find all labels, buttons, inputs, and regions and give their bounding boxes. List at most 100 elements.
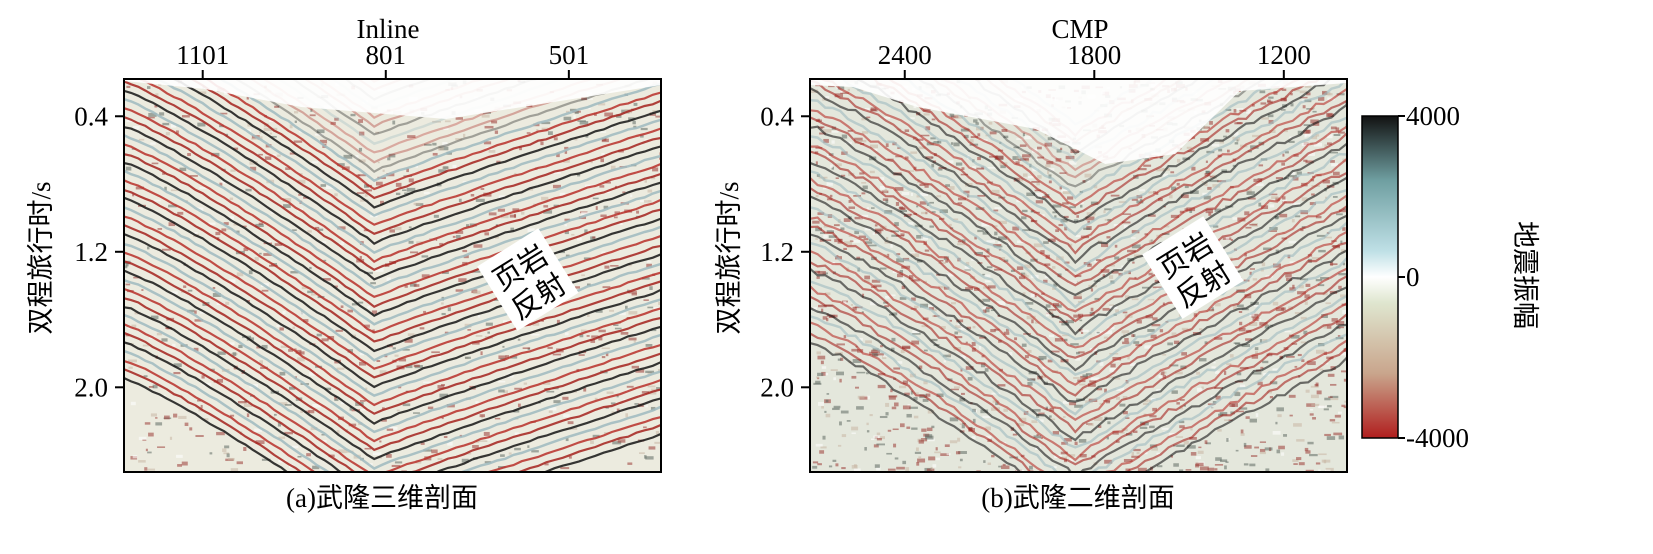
- noise-patch: [1224, 419, 1229, 422]
- noise-patch: [896, 258, 904, 263]
- noise-patch: [173, 363, 182, 368]
- noise-patch: [261, 458, 271, 461]
- noise-patch: [320, 184, 327, 187]
- noise-patch: [865, 340, 872, 344]
- noise-patch: [203, 382, 212, 386]
- noise-patch: [230, 169, 236, 172]
- noise-patch: [321, 338, 329, 342]
- x-tick-label: 1200: [1257, 40, 1311, 70]
- noise-patch: [908, 222, 914, 225]
- noise-patch: [641, 277, 650, 280]
- noise-patch: [1301, 359, 1305, 363]
- noise-patch: [1184, 208, 1188, 212]
- noise-patch: [832, 407, 840, 411]
- noise-patch: [592, 236, 596, 239]
- noise-patch: [171, 123, 177, 128]
- noise-patch: [1042, 214, 1045, 218]
- noise-patch: [581, 274, 585, 277]
- noise-patch: [601, 251, 606, 254]
- noise-patch: [821, 406, 824, 409]
- noise-patch: [1029, 465, 1033, 470]
- noise-patch: [1076, 215, 1079, 218]
- panel-b-frame: [809, 78, 1348, 473]
- noise-patch: [319, 139, 328, 144]
- noise-patch: [610, 165, 616, 170]
- noise-patch: [825, 399, 829, 403]
- noise-patch: [1220, 459, 1228, 462]
- noise-patch: [1275, 177, 1284, 180]
- noise-patch: [314, 226, 320, 229]
- noise-patch: [513, 409, 520, 413]
- noise-patch: [949, 319, 953, 322]
- noise-patch: [565, 110, 570, 113]
- noise-patch: [171, 291, 178, 295]
- noise-patch: [826, 182, 833, 186]
- noise-patch: [1018, 177, 1024, 182]
- noise-patch: [632, 120, 636, 125]
- noise-patch: [1323, 408, 1329, 411]
- noise-patch: [959, 397, 966, 402]
- noise-patch: [1225, 129, 1230, 133]
- noise-patch: [830, 164, 833, 168]
- noise-patch: [569, 427, 578, 430]
- noise-patch: [861, 192, 866, 195]
- noise-patch: [1115, 440, 1120, 443]
- noise-patch: [197, 399, 201, 402]
- noise-patch: [1265, 468, 1270, 472]
- noise-patch: [1140, 199, 1143, 201]
- noise-patch: [1259, 441, 1267, 443]
- noise-patch: [1217, 429, 1222, 432]
- noise-patch: [1052, 204, 1062, 208]
- noise-patch: [1282, 196, 1286, 200]
- noise-patch: [279, 327, 284, 331]
- noise-patch: [1301, 197, 1308, 202]
- noise-patch: [988, 121, 993, 125]
- noise-patch: [943, 360, 947, 363]
- noise-patch: [606, 391, 614, 394]
- noise-patch: [947, 160, 954, 164]
- noise-patch: [1148, 272, 1153, 276]
- noise-patch: [959, 458, 963, 462]
- noise-patch: [477, 314, 480, 318]
- noise-patch: [995, 155, 1004, 160]
- noise-patch: [894, 402, 899, 407]
- noise-patch: [413, 412, 420, 414]
- noise-patch: [1249, 271, 1252, 276]
- noise-patch: [147, 468, 156, 471]
- panel-a-y-axis-title: 双程旅行时/s: [26, 181, 56, 334]
- noise-patch: [913, 105, 917, 109]
- noise-patch: [1094, 417, 1103, 421]
- noise-patch: [1214, 337, 1223, 340]
- noise-patch: [607, 126, 614, 129]
- noise-patch: [510, 227, 515, 231]
- noise-patch: [602, 286, 611, 289]
- noise-patch: [1023, 273, 1027, 277]
- noise-patch: [357, 174, 367, 177]
- noise-patch: [300, 311, 305, 316]
- noise-patch: [1236, 122, 1243, 125]
- noise-patch: [1244, 253, 1247, 257]
- noise-patch: [1244, 211, 1250, 216]
- reflection-event: [124, 242, 661, 397]
- noise-patch: [576, 237, 582, 241]
- noise-patch: [1343, 378, 1347, 382]
- noise-patch: [229, 197, 234, 200]
- noise-patch: [1300, 228, 1304, 232]
- noise-patch: [200, 404, 203, 409]
- noise-patch: [1127, 249, 1136, 253]
- noise-patch: [564, 150, 568, 154]
- noise-patch: [925, 156, 933, 159]
- noise-patch: [600, 214, 607, 217]
- noise-patch: [321, 440, 327, 443]
- noise-patch: [848, 234, 853, 237]
- noise-patch: [1333, 134, 1341, 136]
- noise-patch: [913, 305, 919, 309]
- noise-patch: [911, 340, 920, 345]
- noise-patch: [1301, 142, 1310, 147]
- noise-patch: [402, 348, 410, 351]
- noise-patch: [1001, 465, 1010, 470]
- noise-patch: [395, 192, 401, 196]
- noise-patch: [256, 346, 261, 349]
- noise-patch: [828, 235, 837, 238]
- noise-patch: [652, 167, 659, 172]
